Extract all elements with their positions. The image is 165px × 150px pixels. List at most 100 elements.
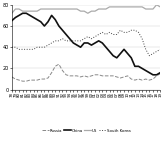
Russia xyxy=(69,75,71,77)
US xyxy=(69,8,71,10)
China xyxy=(90,44,92,46)
China xyxy=(83,42,85,44)
China xyxy=(22,12,24,14)
Russia xyxy=(159,73,161,75)
US xyxy=(148,8,150,10)
Russia xyxy=(43,78,45,80)
South Korea xyxy=(62,38,64,40)
US xyxy=(109,6,111,8)
China xyxy=(152,74,154,76)
China xyxy=(127,53,129,54)
China xyxy=(40,21,42,23)
China xyxy=(69,38,71,40)
Russia xyxy=(80,76,82,78)
Russia xyxy=(156,75,158,77)
South Korea xyxy=(137,32,139,33)
US xyxy=(40,8,42,10)
China xyxy=(87,42,89,44)
South Korea xyxy=(145,48,147,50)
Russia xyxy=(72,75,74,77)
South Korea xyxy=(101,32,103,33)
US xyxy=(123,6,125,8)
China xyxy=(134,65,136,67)
China xyxy=(76,44,78,46)
China xyxy=(112,55,114,57)
Russia xyxy=(105,75,107,77)
Russia xyxy=(29,79,31,81)
US xyxy=(159,6,161,8)
South Korea xyxy=(36,46,38,48)
South Korea xyxy=(25,48,27,50)
South Korea xyxy=(83,38,85,40)
South Korea xyxy=(14,46,16,48)
US xyxy=(134,6,136,8)
Russia xyxy=(14,78,16,80)
China xyxy=(159,72,161,74)
South Korea xyxy=(98,34,100,35)
South Korea xyxy=(65,40,67,42)
China xyxy=(119,53,121,54)
South Korea xyxy=(51,42,53,44)
US xyxy=(22,10,24,12)
US xyxy=(137,6,139,8)
Russia xyxy=(65,74,67,76)
China xyxy=(148,72,150,74)
Line: Russia: Russia xyxy=(12,64,160,81)
China xyxy=(29,15,31,16)
Russia xyxy=(40,78,42,80)
US xyxy=(33,10,34,12)
Russia xyxy=(127,75,129,77)
Russia xyxy=(62,70,64,71)
US xyxy=(29,10,31,12)
US xyxy=(58,8,60,10)
Russia xyxy=(47,77,49,79)
China xyxy=(98,40,100,42)
South Korea xyxy=(123,32,125,33)
Russia xyxy=(18,79,20,81)
South Korea xyxy=(130,29,132,31)
South Korea xyxy=(54,40,56,42)
South Korea xyxy=(112,34,114,35)
Russia xyxy=(112,75,114,77)
South Korea xyxy=(58,40,60,42)
China xyxy=(36,19,38,21)
China xyxy=(54,19,56,21)
South Korea xyxy=(72,40,74,42)
US xyxy=(11,12,13,14)
Russia xyxy=(51,72,53,74)
South Korea xyxy=(87,36,89,38)
South Korea xyxy=(156,51,158,52)
US xyxy=(152,8,154,10)
US xyxy=(94,10,96,12)
US xyxy=(145,8,147,10)
South Korea xyxy=(152,53,154,54)
US xyxy=(83,10,85,12)
US xyxy=(90,10,92,12)
US xyxy=(76,8,78,10)
Russia xyxy=(152,78,154,80)
South Korea xyxy=(159,48,161,50)
China xyxy=(130,57,132,59)
China xyxy=(33,17,34,18)
US xyxy=(14,8,16,10)
US xyxy=(72,8,74,10)
US xyxy=(47,8,49,10)
South Korea xyxy=(33,48,34,50)
China xyxy=(145,70,147,71)
US xyxy=(43,8,45,10)
Russia xyxy=(148,79,150,81)
China xyxy=(51,15,53,16)
South Korea xyxy=(90,38,92,40)
South Korea xyxy=(29,48,31,50)
Russia xyxy=(123,76,125,78)
US xyxy=(62,8,64,10)
China xyxy=(116,57,118,59)
South Korea xyxy=(141,38,143,40)
US xyxy=(130,6,132,8)
US xyxy=(87,12,89,14)
US xyxy=(25,10,27,12)
China xyxy=(18,15,20,16)
US xyxy=(98,8,100,10)
US xyxy=(112,6,114,8)
Russia xyxy=(83,75,85,77)
